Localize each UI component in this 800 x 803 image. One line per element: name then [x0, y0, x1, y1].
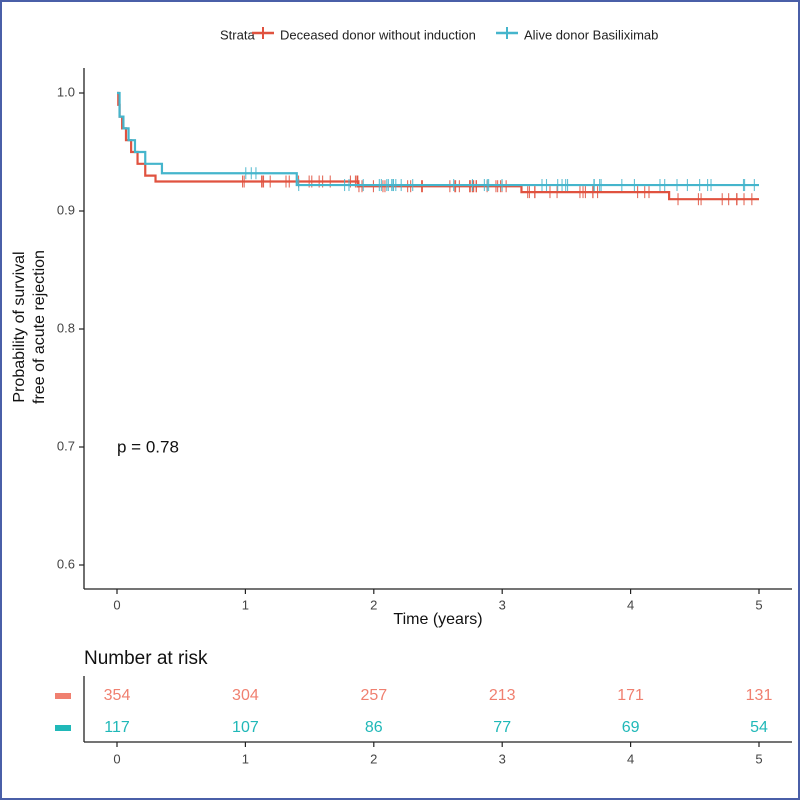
risk-x-tick-label: 4 [627, 751, 634, 766]
legend-title: Strata [220, 27, 255, 42]
risk-value-deceased: 354 [104, 687, 131, 704]
x-tick-label: 0 [113, 597, 120, 612]
curve-deceased [117, 91, 759, 201]
risk-value-alive: 77 [493, 719, 511, 736]
risk-table-values: 354 304 257 213 171 131 117 107 86 77 69 54 [104, 687, 773, 736]
curve-alive [117, 91, 759, 187]
y-ticks: 0.6 0.7 0.8 0.9 1.0 [57, 84, 84, 571]
risk-value-alive: 107 [232, 719, 259, 736]
x-tick-label: 5 [755, 597, 762, 612]
x-tick-label: 2 [370, 597, 377, 612]
survival-curves [117, 91, 759, 206]
y-tick-label: 0.9 [57, 202, 75, 217]
y-axis-label-line-2: free of acute rejection [31, 250, 48, 404]
y-tick-label: 0.7 [57, 438, 75, 453]
x-tick-label: 4 [627, 597, 634, 612]
risk-x-tick-label: 1 [242, 751, 249, 766]
risk-x-tick-label: 5 [755, 751, 762, 766]
risk-row-key-alive [55, 725, 71, 731]
risk-value-deceased: 257 [360, 687, 387, 704]
y-tick-label: 0.8 [57, 320, 75, 335]
risk-row-key-deceased [55, 693, 71, 699]
x-axis-label: Time (years) [393, 611, 482, 628]
risk-value-alive: 54 [750, 719, 768, 736]
risk-value-deceased: 171 [617, 687, 644, 704]
p-value-annotation: p = 0.78 [117, 437, 179, 456]
risk-value-alive: 117 [104, 719, 130, 736]
legend-key-alive [496, 27, 518, 39]
x-ticks: 0 0 1 1 2 2 3 3 4 4 5 5 [113, 589, 763, 766]
y-tick-label: 1.0 [57, 84, 75, 99]
risk-table-title: Number at risk [84, 648, 208, 669]
x-tick-label: 1 [242, 597, 249, 612]
risk-value-alive: 86 [365, 719, 383, 736]
legend: Strata Deceased donor without induction … [220, 27, 658, 42]
risk-value-deceased: 213 [489, 687, 516, 704]
risk-x-tick-label: 3 [499, 751, 506, 766]
y-tick-label: 0.6 [57, 556, 75, 571]
risk-value-alive: 69 [622, 719, 640, 736]
risk-value-deceased: 131 [746, 687, 773, 704]
y-axis-label-line-1: Probability of survival [11, 251, 28, 402]
risk-x-tick-label: 0 [113, 751, 120, 766]
legend-key-deceased [252, 27, 274, 39]
risk-x-tick-label: 2 [370, 751, 377, 766]
legend-label-alive: Alive donor Basiliximab [524, 27, 658, 42]
y-axis-label: Probability of survival free of acute re… [11, 250, 48, 404]
legend-label-deceased: Deceased donor without induction [280, 27, 476, 42]
x-tick-label: 3 [499, 597, 506, 612]
risk-value-deceased: 304 [232, 687, 259, 704]
